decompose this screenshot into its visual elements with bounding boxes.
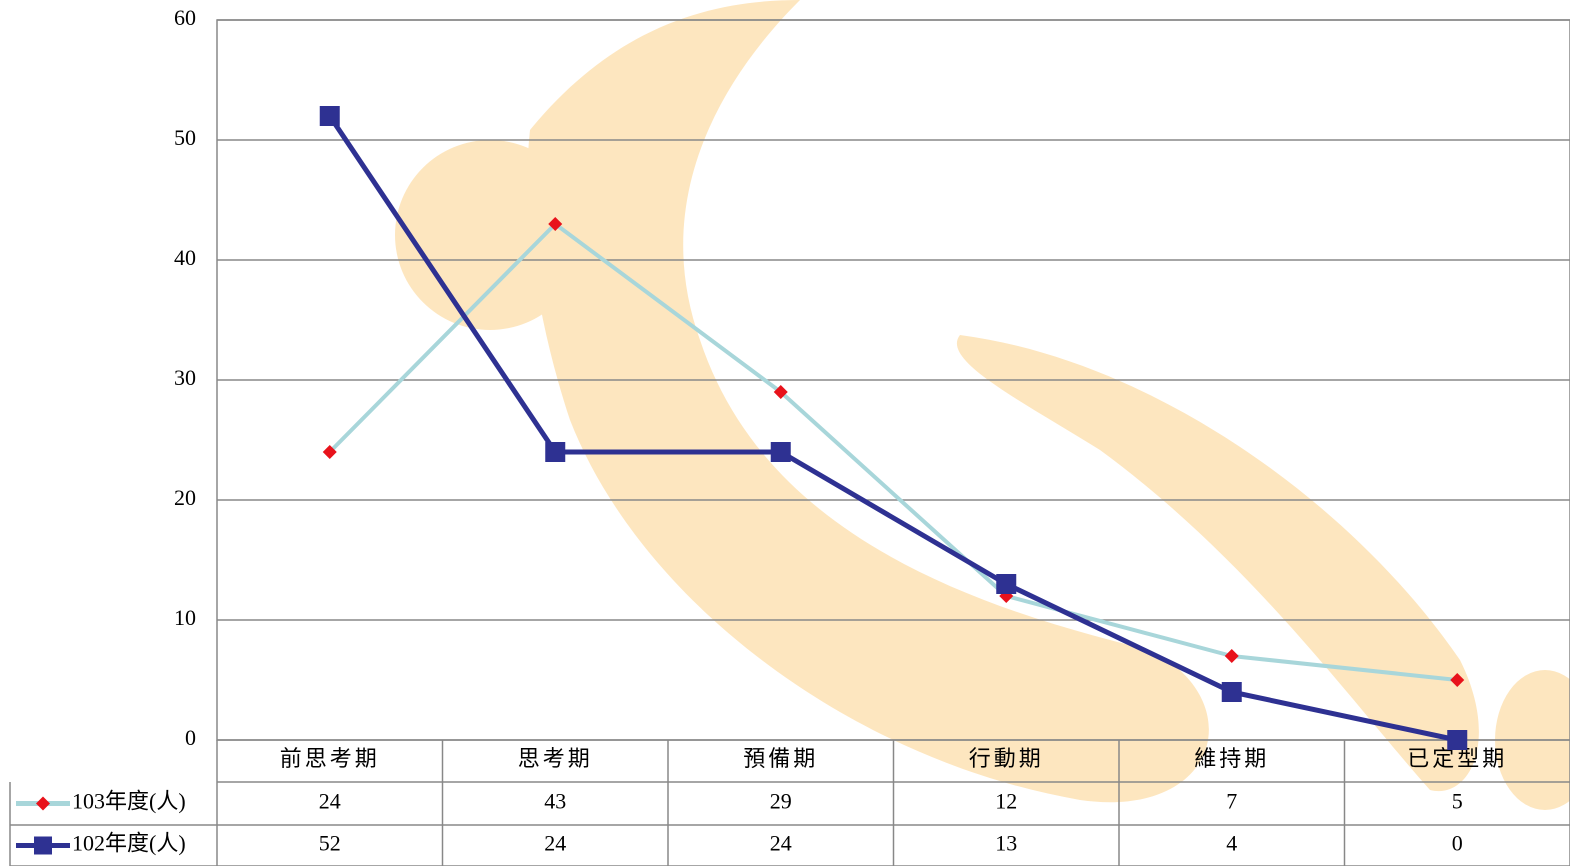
table-value: 12 <box>995 789 1017 814</box>
table-value: 7 <box>1226 789 1237 814</box>
y-tick-label: 20 <box>174 485 196 510</box>
table-value: 13 <box>995 831 1017 856</box>
marker <box>319 106 340 126</box>
marker <box>34 836 52 855</box>
marker <box>322 445 337 459</box>
table-value: 0 <box>1452 831 1463 856</box>
series-line <box>327 114 1458 743</box>
marker <box>773 385 788 399</box>
series-lines <box>319 106 1468 750</box>
x-tick-label: 前思考期 <box>280 746 380 771</box>
data-table: 前思考期 思考期 預備期 行動期 維持期 已定型期 103年度(人) 24 43 29 12 7 5 10… <box>9 740 1570 866</box>
marker <box>545 442 566 462</box>
table-value: 4 <box>1226 831 1237 856</box>
table-value: 52 <box>319 831 341 856</box>
marker <box>1221 682 1242 702</box>
marker <box>36 796 50 811</box>
legend-label: 102年度(人) <box>72 831 186 856</box>
x-tick-label: 行動期 <box>969 746 1044 771</box>
series-line <box>328 222 1458 682</box>
x-tick-label: 維持期 <box>1194 746 1269 771</box>
x-tick-label: 預備期 <box>743 746 818 771</box>
table-value: 24 <box>770 831 792 856</box>
table-value: 24 <box>544 831 566 856</box>
y-tick-label: 60 <box>174 5 196 30</box>
marker <box>548 217 563 231</box>
table-value: 29 <box>770 789 792 814</box>
bg-swoosh <box>956 335 1479 792</box>
table-value: 43 <box>544 789 566 814</box>
bg-swoosh <box>527 0 1209 803</box>
y-tick-label: 0 <box>185 725 196 750</box>
table-value: 5 <box>1452 789 1463 814</box>
marker <box>1224 649 1239 663</box>
legend-label: 103年度(人) <box>72 789 186 814</box>
x-tick-label: 已定型期 <box>1407 746 1507 771</box>
marker <box>1450 673 1465 687</box>
y-tick-label: 50 <box>174 125 196 150</box>
table-value: 24 <box>319 789 341 814</box>
marker <box>770 442 791 462</box>
y-tick-label: 10 <box>174 605 196 630</box>
background-art <box>395 0 1570 810</box>
y-tick-label: 30 <box>174 365 196 390</box>
marker <box>996 574 1017 594</box>
marker <box>1447 730 1468 750</box>
y-tick-label: 40 <box>174 245 196 270</box>
x-tick-label: 思考期 <box>518 746 593 771</box>
